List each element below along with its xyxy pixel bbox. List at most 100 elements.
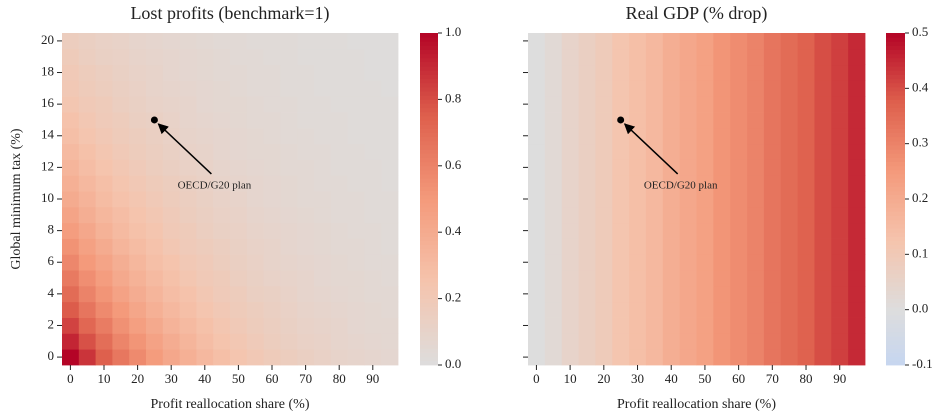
colorbar-segment [420,149,438,154]
cell [831,270,849,287]
cell [146,317,164,334]
cell [246,112,264,129]
colorbar-segment [886,294,905,299]
cell [713,238,731,255]
cell [179,317,197,334]
x-tick-label: 70 [766,371,779,386]
cell [364,333,382,350]
cell [129,270,147,287]
cell [797,33,815,50]
colorbar-segment [886,282,905,287]
cell [230,333,248,350]
cell [814,254,832,271]
cell [381,96,399,113]
cell [645,112,664,129]
cell [280,349,298,366]
colorbar-segment [886,91,905,96]
cell [696,285,714,303]
cell [95,222,113,239]
cell [263,238,281,255]
cell [146,64,164,81]
cell [196,64,214,81]
colorbar-segment [420,223,438,229]
cell [213,127,231,145]
cell [179,222,197,239]
cell [146,254,164,271]
cell [645,96,664,113]
cell [280,159,298,176]
cell [561,175,579,192]
cell [797,48,815,66]
cell [578,127,596,145]
heatmap [62,33,399,366]
cell [347,333,365,350]
cell [213,64,231,81]
colorbar-segment [886,41,905,46]
cell [62,349,80,366]
cell [747,112,765,129]
cell [561,48,579,66]
cell [230,64,248,81]
colorbar-segment [886,344,905,349]
cell [95,112,113,129]
cell [95,33,113,50]
cell [196,285,214,303]
cell [713,175,731,192]
cell [730,159,748,176]
cell [696,64,714,81]
cell [763,206,782,224]
cell [78,112,96,129]
cell [595,159,613,176]
cell [314,270,332,287]
colorbar-segment [886,74,905,80]
cell [730,80,748,97]
cell [780,64,798,81]
cell [230,48,248,66]
colorbar-segment [420,103,438,109]
cell [297,127,315,145]
cell [578,285,596,303]
cell [314,333,332,350]
cell [528,112,546,129]
cell [297,333,315,350]
cell [696,191,714,208]
cell [797,206,815,224]
cell [780,112,798,129]
colorbar-segment [886,190,905,196]
colorbar-segment [886,194,905,200]
cell [780,175,798,192]
cell [381,159,399,176]
cell [713,143,731,160]
cell [146,333,164,350]
colorbar-segment [886,57,905,63]
cell [179,175,197,192]
cell [797,301,815,318]
cell [561,285,579,303]
cell [848,96,866,113]
cell [696,270,714,287]
colorbar-segment [886,265,905,270]
cell [696,222,714,239]
colorbar-segment [886,240,905,246]
cell [213,254,231,271]
cell [297,64,315,81]
cell [179,48,197,66]
cell [196,96,214,113]
cell [112,301,130,318]
cell [612,127,630,145]
cell [129,33,147,50]
colorbar-segment [886,182,905,187]
x-axis-label: Profit reallocation share (%) [151,397,310,412]
colorbar-segment [420,145,438,150]
cell [814,285,832,303]
cell [297,96,315,113]
cell [95,333,113,350]
cell [747,206,765,224]
cell [246,301,264,318]
cell [162,270,180,287]
cell [297,159,315,176]
colorbar-segment [420,298,438,304]
cell [146,33,164,50]
cell [129,143,147,160]
cell [763,143,782,160]
